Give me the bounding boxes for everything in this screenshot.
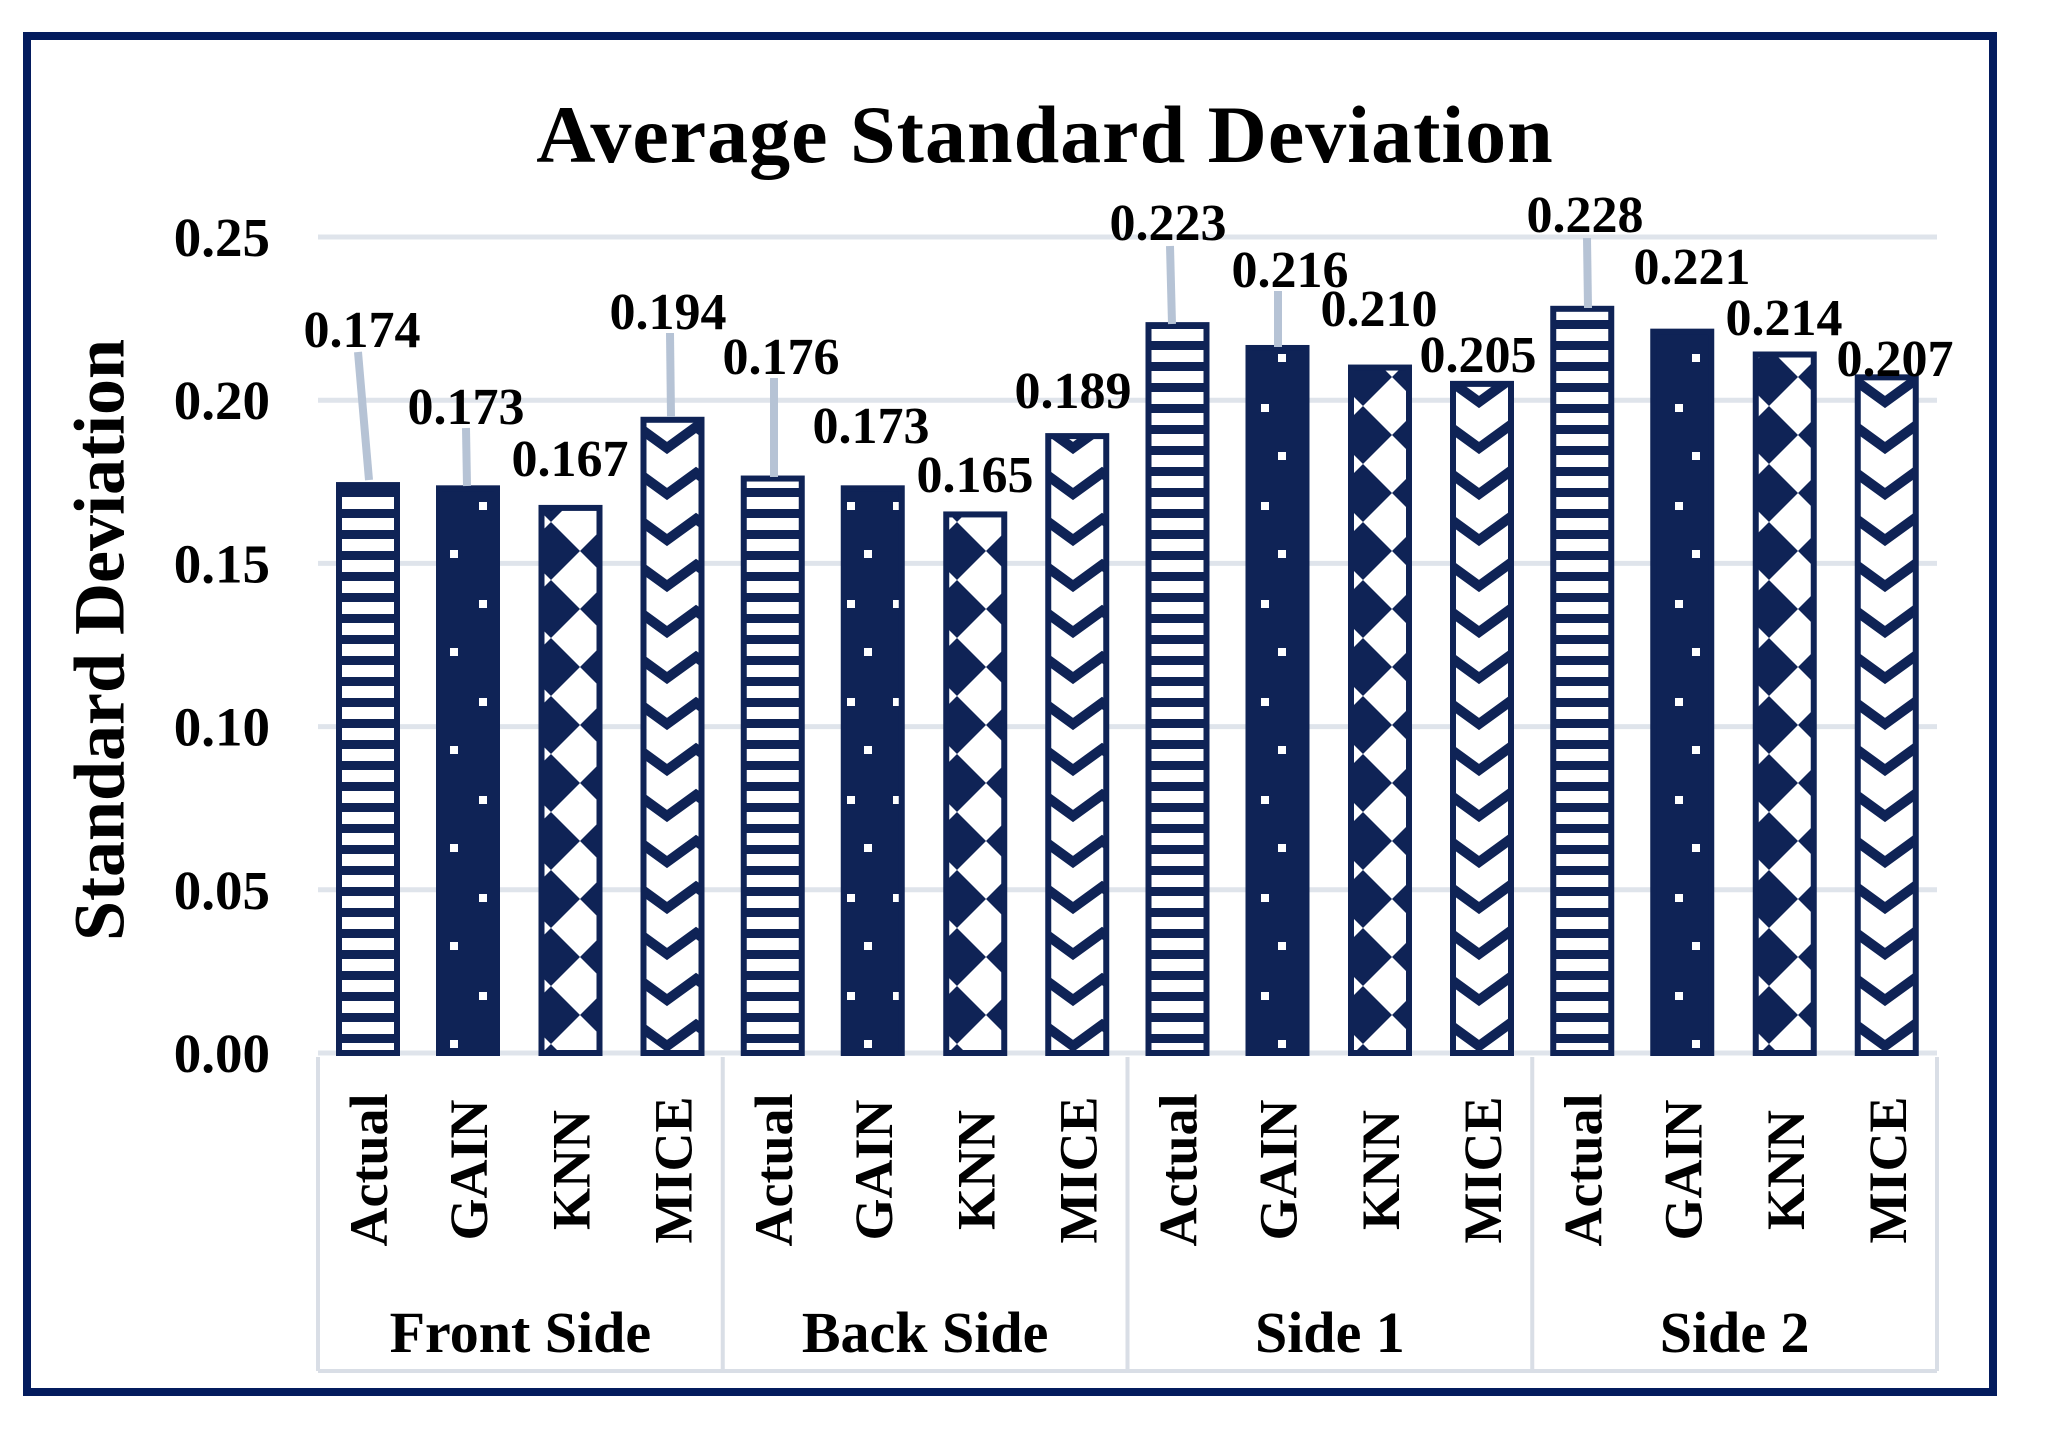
bar-side-2-actual [1550,305,1615,1057]
data-label: 0.214 [1726,290,1843,347]
series-axis-label: KNN [1756,1110,1816,1230]
bar-side-1-mice [1450,380,1514,1056]
group-axis-label: Side 1 [1255,1300,1405,1365]
bar-side-2-gain [1650,328,1715,1056]
bar-back-side-actual [740,475,805,1056]
series-axis-label: KNN [946,1110,1006,1230]
data-label: 0.221 [1634,239,1751,296]
series-axis-label: MICE [644,1097,704,1244]
data-label: 0.216 [1232,242,1349,299]
series-axis-label: GAIN [1249,1099,1309,1240]
y-tick-label: 0.25 [174,207,270,268]
series-axis-label: Actual [339,1094,399,1247]
bar-front-side-gain [436,485,500,1056]
bar-back-side-knn [943,511,1008,1056]
data-label: 0.194 [610,284,727,341]
data-label: 0.210 [1321,281,1438,338]
series-axis-label: Actual [744,1094,804,1247]
bar-side-2-mice [1854,374,1919,1056]
data-label: 0.174 [304,302,421,359]
data-label: 0.228 [1527,187,1644,244]
series-axis-label: MICE [1858,1097,1918,1244]
data-labels-layer: 0.1740.1730.1670.1940.1760.1730.1650.189… [304,187,1954,504]
series-axis-label: KNN [1351,1110,1411,1230]
data-label: 0.173 [813,398,930,455]
data-label-leader-line [462,427,471,487]
data-label: 0.176 [723,329,840,386]
data-label: 0.167 [512,431,629,488]
group-axis-label: Back Side [802,1300,1049,1365]
series-axis-label: KNN [542,1110,602,1230]
group-axis-label: Front Side [390,1300,652,1365]
y-tick-label: 0.00 [174,1023,270,1084]
category-labels-layer: Actual GAIN KNN MICE Front Side Actual GAIN KNN… [339,1094,1918,1365]
y-tick-labels-layer: 0.25 0.20 0.15 0.10 0.05 0.00 [174,207,270,1084]
bar-back-side-mice [1045,433,1110,1056]
chart-title: Average Standard Deviation [536,89,1554,180]
series-axis-label: GAIN [1653,1099,1713,1240]
bars-layer [336,305,1919,1057]
data-label: 0.205 [1420,327,1537,384]
data-label: 0.223 [1110,195,1227,252]
series-axis-label: MICE [1048,1097,1108,1244]
leader-lines-layer [354,237,1592,487]
bar-side-1-knn [1348,364,1412,1056]
bar-front-side-actual [336,482,400,1056]
series-axis-label: Actual [1149,1094,1209,1247]
data-label: 0.207 [1837,331,1954,388]
bar-front-side-knn [538,504,603,1056]
y-tick-label: 0.15 [174,533,270,594]
group-axis-label: Side 2 [1660,1300,1810,1365]
bar-side-1-gain [1245,344,1310,1056]
series-axis-label: GAIN [439,1099,499,1240]
data-label-leader-line [354,351,373,481]
series-axis-label: GAIN [844,1099,904,1240]
data-label: 0.165 [917,447,1034,504]
data-label: 0.189 [1015,363,1132,420]
series-axis-label: Actual [1553,1094,1613,1247]
data-label-leader-line [666,332,675,418]
bar-side-2-knn [1752,351,1817,1056]
bar-front-side-mice [640,416,705,1056]
y-tick-label: 0.10 [174,697,270,758]
category-axis-box-layer [316,1057,1939,1373]
bar-back-side-gain [840,485,905,1056]
series-axis-label: MICE [1453,1097,1513,1244]
data-label-leader-line [1166,245,1176,325]
data-label: 0.173 [408,379,525,436]
y-tick-label: 0.20 [174,370,270,431]
y-tick-label: 0.05 [174,860,270,921]
bar-side-1-actual [1145,322,1210,1056]
data-label-leader-line [1583,237,1592,309]
